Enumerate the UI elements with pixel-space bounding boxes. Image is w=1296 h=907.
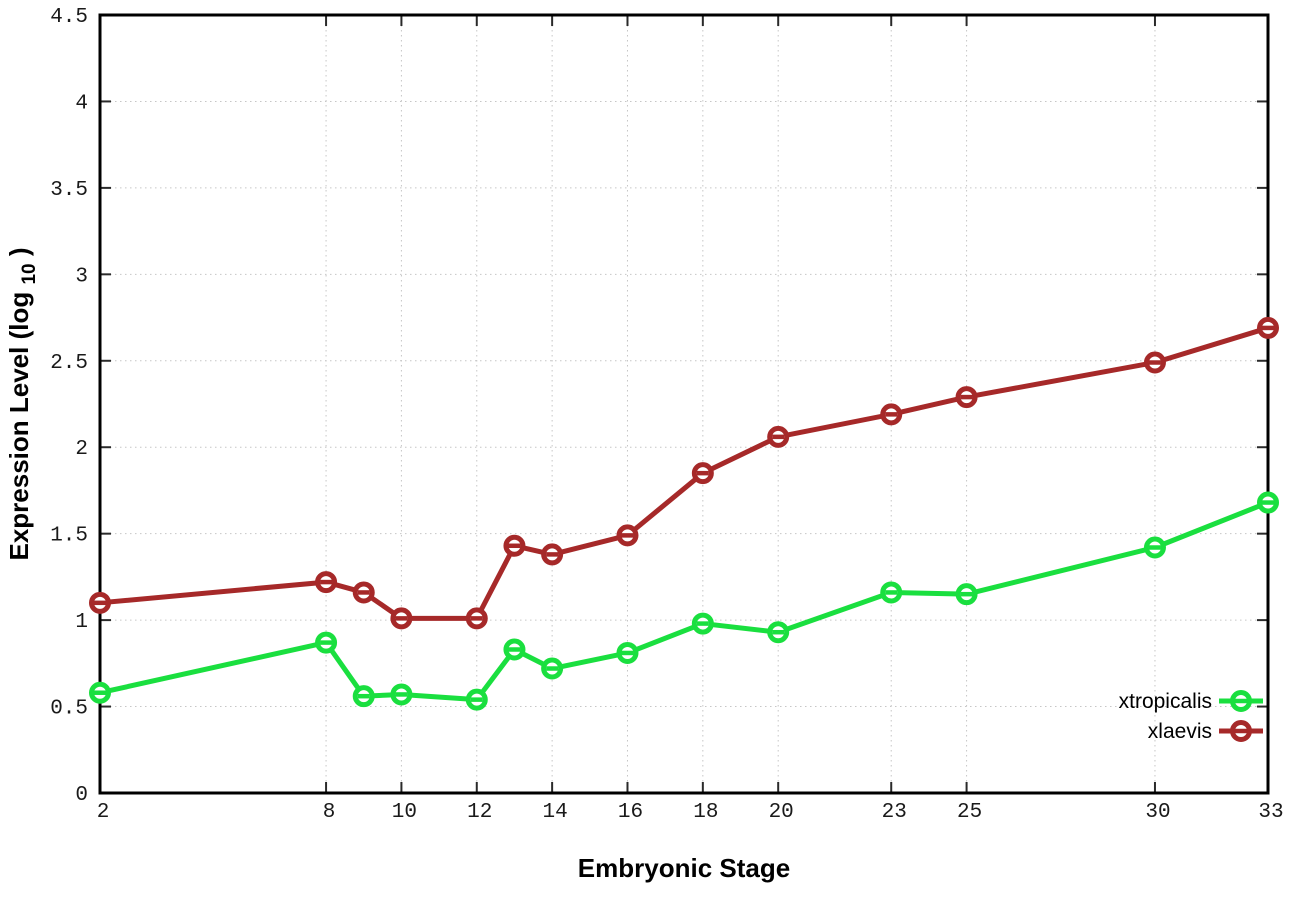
y-tick-label: 3.5 xyxy=(50,179,88,202)
x-axis-title: Embryonic Stage xyxy=(578,853,790,883)
tick-labels: 2 8 10 12 14 16 18 20 23 25 30 33 0 0.5 1 1.5 2 2.5 3 3.5 4 4… xyxy=(50,6,1283,824)
x-tick-label: 8 xyxy=(323,801,336,824)
legend-label-xlaevis: xlaevis xyxy=(1148,720,1212,743)
legend: xtropicalis xlaevis xyxy=(1119,690,1263,743)
x-tick-label: 18 xyxy=(693,801,718,824)
x-tick-label: 10 xyxy=(392,801,417,824)
y-tick-label: 2 xyxy=(75,438,88,461)
y-axis-title-subscript: 10 xyxy=(19,263,40,284)
x-tick-label: 25 xyxy=(957,801,982,824)
y-tick-label: 3 xyxy=(75,265,88,288)
y-axis-title-main: Expression Level (log xyxy=(4,292,34,561)
x-tick-label: 23 xyxy=(882,801,907,824)
plot-border xyxy=(98,13,1270,795)
legend-label-xtropicalis: xtropicalis xyxy=(1119,690,1212,713)
x-tick-label: 33 xyxy=(1258,801,1283,824)
axis-ticks xyxy=(99,14,1269,794)
y-tick-label: 4.5 xyxy=(50,6,88,29)
y-tick-label: 1 xyxy=(75,611,88,634)
legend-item-xlaevis: xlaevis xyxy=(1148,720,1263,743)
legend-item-xtropicalis: xtropicalis xyxy=(1119,690,1263,713)
y-axis-title-close: ) xyxy=(4,247,34,256)
y-tick-label: 4 xyxy=(75,92,88,115)
y-tick-label: 0 xyxy=(75,784,88,807)
y-tick-label: 2.5 xyxy=(50,352,88,375)
x-tick-label: 14 xyxy=(543,801,568,824)
x-tick-label: 30 xyxy=(1145,801,1170,824)
series-line-xtropicalis xyxy=(97,500,1271,703)
gridlines xyxy=(100,15,1268,793)
y-axis-title: Expression Level (log 10 ) xyxy=(4,247,41,560)
y-tick-label: 0.5 xyxy=(50,698,88,721)
x-tick-label: 16 xyxy=(618,801,643,824)
x-tick-label: 12 xyxy=(467,801,492,824)
x-tick-label: 2 xyxy=(97,801,110,824)
data-series xyxy=(89,316,1279,711)
x-tick-label: 20 xyxy=(769,801,794,824)
series-line-xlaevis xyxy=(97,325,1271,621)
y-tick-label: 1.5 xyxy=(50,525,88,548)
